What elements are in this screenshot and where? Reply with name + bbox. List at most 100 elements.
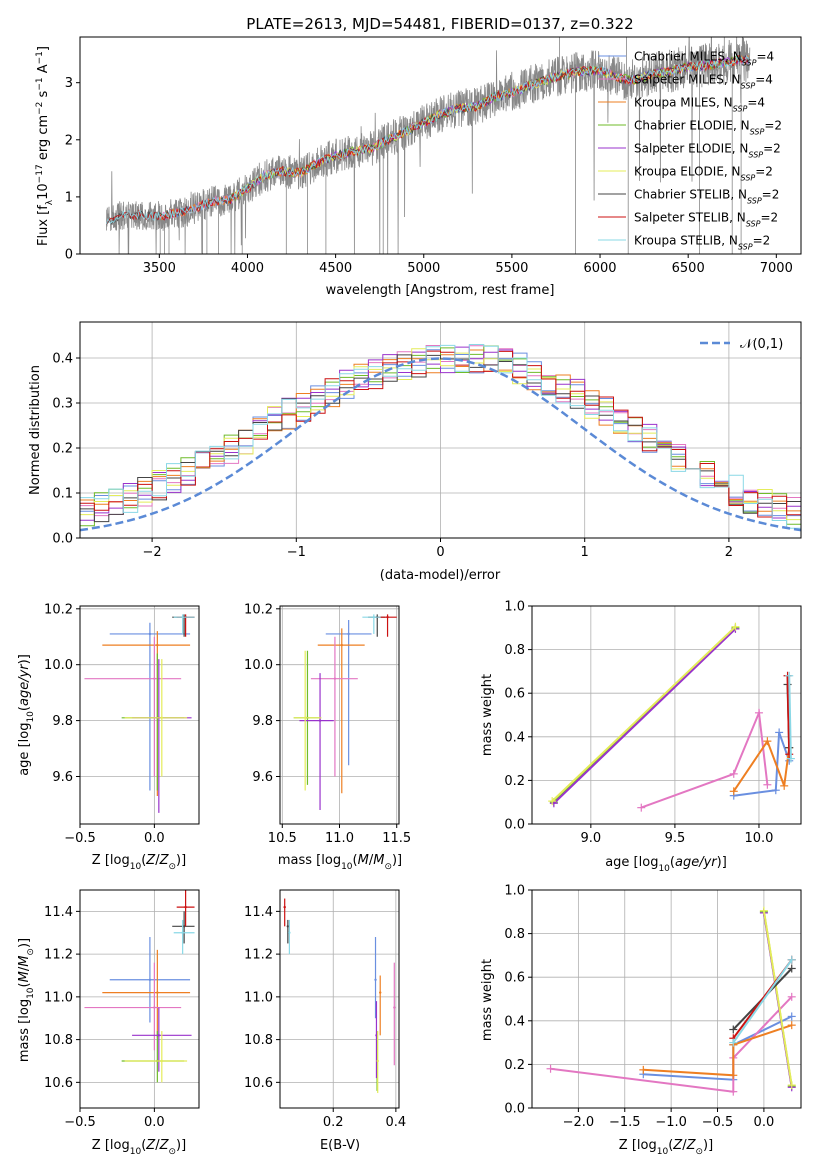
y-tick-label: 10.8 bbox=[44, 1033, 73, 1048]
residual-legend: 𝒩(0,1) bbox=[700, 337, 783, 352]
panel-ebv_vs_mass: 0.2 0.4 10.6 10.8 11.0 11.2 11.4 E(B-V) bbox=[244, 889, 406, 1153]
y-tick-label: 2 bbox=[65, 133, 73, 148]
legend-label: Salpeter STELIB, NSSP=2 bbox=[634, 211, 778, 229]
legend-label: Salpeter MILES, NSSP=4 bbox=[634, 73, 773, 91]
point-marker bbox=[156, 643, 159, 647]
weight-marker bbox=[771, 786, 780, 795]
point-marker bbox=[386, 615, 389, 619]
y-tick-label: 0.8 bbox=[504, 927, 525, 942]
plot-area bbox=[546, 906, 796, 1096]
y-tick-label: 0.2 bbox=[504, 1058, 525, 1073]
weight-marker bbox=[775, 728, 784, 737]
y-tick-label: 0.3 bbox=[52, 397, 73, 412]
errorbar-point-6 bbox=[172, 911, 195, 944]
errorbar-point-5 bbox=[293, 650, 322, 791]
legend-label: Kroupa STELIB, NSSP=2 bbox=[634, 234, 770, 252]
point-marker bbox=[318, 719, 322, 722]
errorbar-point-5 bbox=[124, 1031, 188, 1083]
y-tick-label: 0.0 bbox=[504, 1102, 525, 1117]
legend-label: Kroupa ELODIE, NSSP=2 bbox=[634, 165, 773, 183]
axes-frame bbox=[79, 605, 200, 825]
y-tick-label: 11.0 bbox=[244, 990, 273, 1005]
panel-residuals: −2 −1 0 1 2 0.0 0.1 0.2 0.3 0.4 𝒩(0,1) (data-model)… bbox=[28, 321, 802, 583]
panel-z_vs_mass: −0.5 0.0 10.6 10.8 11.0 11.2 11.4 Z [log10(Z/Z⊙… bbox=[17, 889, 200, 1157]
y-axis-label: mass weight bbox=[480, 674, 495, 756]
x-tick-label: 6000 bbox=[583, 261, 616, 276]
weight-marker bbox=[787, 955, 796, 964]
point-marker bbox=[375, 1034, 378, 1037]
legend-label: 𝒩(0,1) bbox=[740, 337, 783, 352]
plot-area bbox=[84, 890, 195, 1083]
y-tick-label: 10.6 bbox=[44, 1076, 73, 1091]
y-tick-label: 1.0 bbox=[504, 600, 525, 615]
point-marker bbox=[160, 1059, 164, 1063]
x-tick-label: 1 bbox=[581, 545, 589, 560]
weight-marker bbox=[787, 992, 796, 1001]
x-tick-label: −0.5 bbox=[64, 1115, 96, 1130]
x-tick-label: 5500 bbox=[495, 261, 528, 276]
x-axis-label: Z [log10(Z/Z⊙)] bbox=[92, 853, 186, 872]
weight-line-5 bbox=[762, 910, 793, 1086]
y-tick-label: 10.2 bbox=[244, 602, 273, 617]
x-tick-label: −1.0 bbox=[655, 1115, 687, 1130]
y-axis-label: Normed distribution bbox=[28, 365, 43, 495]
x-tick-label: 10.5 bbox=[268, 831, 297, 846]
weight-marker bbox=[787, 1021, 796, 1030]
x-tick-label: 9.0 bbox=[581, 831, 602, 846]
errorbar-point-8 bbox=[173, 919, 195, 955]
plot-area bbox=[84, 614, 195, 813]
panels: 3500 4000 4500 5000 5500 6000 6500 7000 0 1 2 3 Chab… bbox=[17, 36, 802, 1157]
point-marker bbox=[303, 716, 307, 719]
observed-spectrum-line bbox=[106, 37, 751, 254]
axes-frame bbox=[79, 889, 200, 1109]
weight-marker bbox=[787, 1012, 796, 1021]
weight-marker bbox=[780, 781, 789, 790]
y-tick-label: 0.8 bbox=[504, 643, 525, 658]
point-marker bbox=[184, 905, 187, 909]
model-line-8 bbox=[105, 54, 750, 225]
x-tick-label: 9.5 bbox=[665, 831, 686, 846]
x-tick-label: −2.0 bbox=[563, 1115, 595, 1130]
weight-line-2 bbox=[643, 1024, 793, 1077]
y-tick-label: 9.8 bbox=[252, 714, 273, 729]
panel-weight_vs_z: −2.0 −1.5 −1.0 −0.5 0.0 0.0 0.2 0.4 0.6 0.8 1.0 Z [… bbox=[480, 884, 802, 1157]
weight-marker bbox=[637, 803, 646, 812]
x-tick-label: 3500 bbox=[143, 261, 176, 276]
x-tick-label: 11.5 bbox=[382, 831, 411, 846]
point-marker bbox=[340, 643, 343, 647]
weight-marker bbox=[546, 1064, 555, 1073]
y-tick-label: 0.4 bbox=[504, 1014, 525, 1029]
point-marker bbox=[181, 931, 184, 934]
x-axis-label: age [log10(age/yr)] bbox=[605, 855, 727, 874]
point-marker bbox=[153, 1006, 156, 1009]
weight-marker bbox=[785, 750, 794, 759]
point-marker bbox=[347, 632, 350, 636]
errorbar-point-5 bbox=[124, 659, 188, 777]
point-marker bbox=[153, 677, 156, 680]
y-tick-label: 10.2 bbox=[44, 602, 73, 617]
legend-label: Chabrier MILES, NSSP=4 bbox=[634, 50, 774, 68]
legend-label: Chabrier ELODIE, NSSP=2 bbox=[634, 119, 782, 137]
x-axis-label: E(B-V) bbox=[320, 1138, 360, 1153]
x-tick-label: 10.0 bbox=[744, 831, 773, 846]
errorbar-point-6 bbox=[286, 919, 290, 944]
point-marker bbox=[288, 931, 291, 934]
plot-area bbox=[293, 614, 397, 811]
panel-spectrum: 3500 4000 4500 5000 5500 6000 6500 7000 0 1 2 3 Chab… bbox=[35, 36, 802, 298]
y-tick-label: 11.0 bbox=[44, 990, 73, 1005]
x-tick-label: 11.0 bbox=[325, 831, 354, 846]
panel-z_vs_age: −0.5 0.0 9.6 9.8 10.0 10.2 Z [log10(Z/Z⊙)] age … bbox=[17, 602, 200, 872]
y-tick-label: 11.2 bbox=[244, 948, 273, 963]
x-tick-label: −1.5 bbox=[609, 1115, 641, 1130]
weight-marker bbox=[763, 780, 772, 789]
weight-marker bbox=[785, 671, 794, 680]
x-tick-label: 0.0 bbox=[144, 1115, 165, 1130]
errorbar-point-2 bbox=[393, 962, 396, 1066]
point-marker bbox=[372, 615, 376, 619]
y-tick-label: 9.8 bbox=[52, 714, 73, 729]
x-tick-label: 4000 bbox=[231, 261, 264, 276]
y-tick-label: 0.1 bbox=[52, 487, 73, 502]
weight-line-2 bbox=[732, 739, 791, 792]
x-axis-label: (data-model)/error bbox=[380, 568, 501, 583]
